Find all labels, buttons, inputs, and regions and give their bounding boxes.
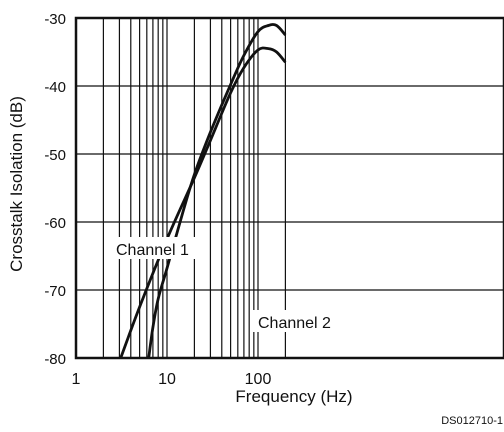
channel-1-label-bg [111, 237, 201, 259]
series-line-channel-1 [119, 46, 287, 359]
plot-frame [74, 16, 504, 360]
y-tick-label: -80 [44, 351, 66, 368]
x-tick-label: 100 [245, 371, 272, 388]
y-tick-label: -30 [44, 11, 66, 28]
y-tick-label: -60 [44, 215, 66, 232]
figure-code: DS012710-1 [441, 415, 503, 427]
channel-1-label: Channel 1 [116, 242, 189, 259]
tick-labels: -30 -40 -50 -60 -70 -80 1 10 100 [44, 11, 271, 388]
y-tick-label: -40 [44, 79, 66, 96]
y-axis-label: Crosstalk Isolation (dB) [7, 96, 26, 272]
series-line-channel-2 [147, 23, 287, 359]
x-tick-label: 10 [158, 371, 176, 388]
x-tick-label: 1 [72, 371, 81, 388]
y-tick-label: -50 [44, 147, 66, 164]
grid [76, 18, 504, 358]
series-layer [119, 23, 287, 359]
x-axis-label: Frequency (Hz) [235, 387, 352, 406]
y-tick-label: -70 [44, 283, 66, 300]
channel-2-label: Channel 2 [258, 315, 331, 332]
channel-2-label-bg [253, 310, 345, 332]
